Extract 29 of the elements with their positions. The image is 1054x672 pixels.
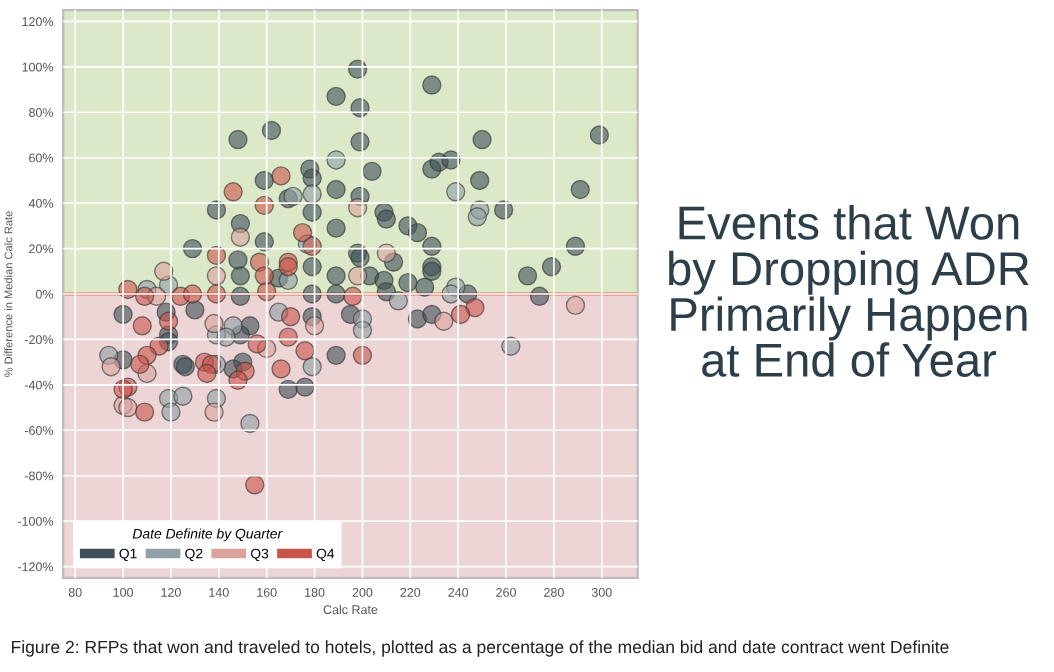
point (352, 345, 373, 366)
point (245, 475, 265, 495)
point (278, 327, 298, 347)
point (173, 386, 193, 406)
point (434, 311, 454, 331)
point (280, 307, 301, 327)
point (352, 320, 373, 341)
point (271, 359, 291, 379)
point (132, 316, 152, 336)
point (376, 243, 397, 263)
point (247, 334, 267, 354)
point (271, 166, 291, 186)
point (565, 295, 586, 316)
point (467, 207, 488, 227)
caption: Figure 2: RFPs that won and traveled to hotels, plotted as a percentage of the median bid and date contract went Definite (11, 640, 949, 657)
point (347, 266, 368, 286)
point (465, 297, 485, 318)
point (295, 341, 315, 361)
point (278, 257, 298, 277)
point (101, 356, 121, 377)
text: Events that Won by Dropping ADR Primarily Happen at End of Year (669, 205, 1029, 377)
point (223, 182, 243, 202)
point (130, 354, 150, 375)
point (230, 227, 251, 247)
point (292, 222, 313, 243)
point (134, 402, 155, 422)
point (304, 316, 325, 336)
point (197, 363, 217, 384)
point (154, 261, 174, 281)
